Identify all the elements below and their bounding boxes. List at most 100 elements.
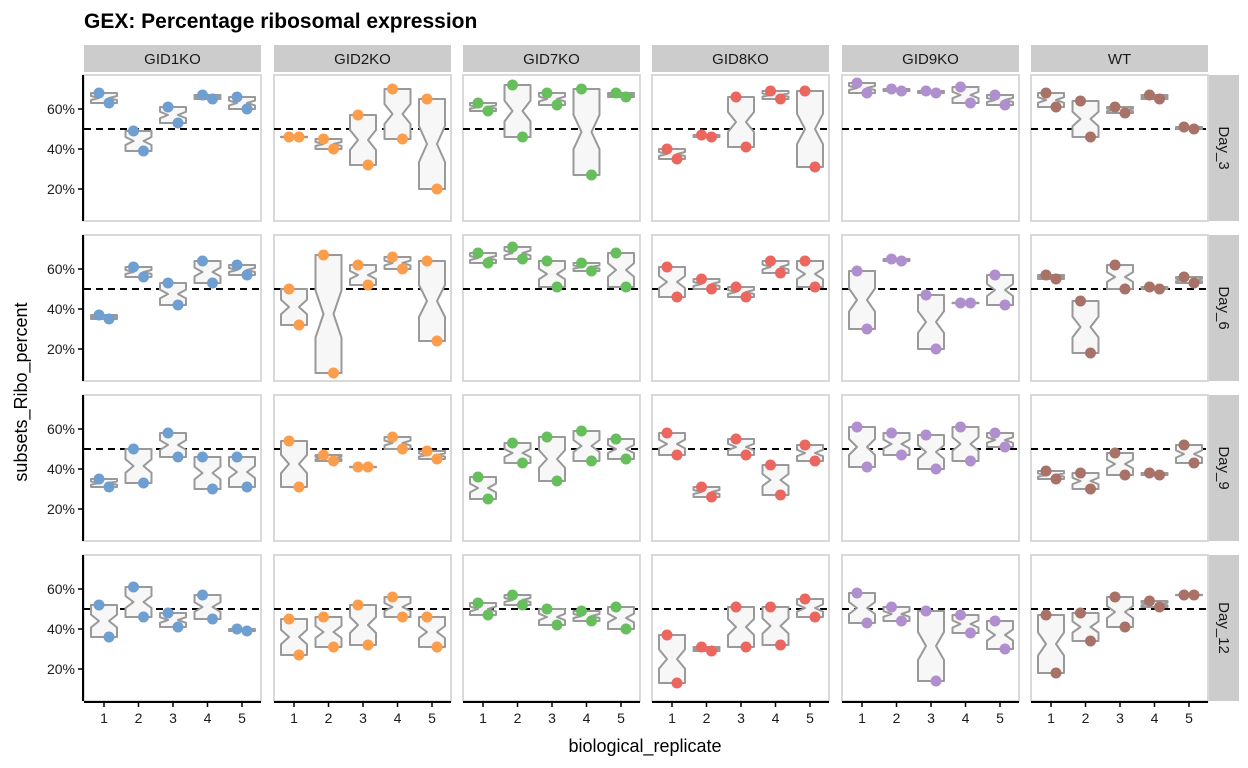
data-point: [162, 427, 174, 439]
data-point: [740, 449, 752, 461]
data-point: [1109, 101, 1121, 113]
data-point: [809, 281, 821, 293]
data-point: [283, 613, 295, 625]
data-point: [1075, 295, 1086, 307]
data-point: [1040, 609, 1052, 621]
data-point: [397, 133, 408, 145]
row-strip-label-day-3: Day_3: [1215, 126, 1232, 169]
panel-gid8ko-day-12: 1 2 3 4 5: [651, 554, 830, 726]
x-tick-label: 2: [514, 710, 522, 726]
data-point: [1144, 467, 1155, 479]
violin-replicate-4: [193, 594, 222, 620]
data-point: [231, 451, 243, 463]
row-strip-day-6: [1209, 235, 1239, 381]
data-point: [551, 619, 563, 631]
data-point: [620, 91, 632, 103]
data-point: [730, 281, 742, 293]
data-point: [1085, 635, 1096, 647]
data-point: [999, 441, 1011, 453]
violin-replicate-1: [848, 270, 876, 330]
data-point: [730, 91, 742, 103]
data-point: [999, 643, 1011, 655]
violin-replicate-3: [727, 606, 755, 648]
data-point: [103, 631, 115, 643]
violin-replicate-2: [1071, 100, 1100, 138]
violin-replicate-2: [124, 448, 153, 484]
data-point: [283, 435, 295, 447]
data-point: [799, 255, 811, 267]
data-point: [706, 645, 717, 657]
facet-strip-gid1ko: [84, 45, 261, 72]
data-point: [1119, 621, 1131, 633]
data-point: [1178, 439, 1190, 451]
data-point: [706, 283, 717, 295]
data-point: [283, 283, 295, 295]
violin-replicate-4: [572, 88, 601, 176]
data-point: [517, 131, 528, 143]
data-point: [397, 263, 408, 275]
violin-replicate-1: [848, 426, 876, 468]
violin-replicate-1: [658, 432, 686, 456]
facet-strip-gid2ko: [274, 45, 451, 72]
violin-replicate-5: [607, 606, 635, 630]
data-point: [620, 281, 632, 293]
data-point: [799, 593, 811, 605]
violin-replicate-1: [280, 440, 308, 488]
row-strip-day-9: [1209, 395, 1239, 541]
violin-replicate-2: [503, 84, 532, 138]
data-point: [775, 489, 786, 501]
chart-title: GEX: Percentage ribosomal expression: [84, 10, 477, 33]
data-point: [421, 611, 433, 623]
data-point: [886, 427, 897, 439]
panel-gid9ko-day-9: [841, 394, 1020, 542]
data-point: [965, 97, 976, 109]
x-tick-label: 5: [996, 710, 1004, 726]
x-tick-label: 3: [169, 710, 177, 726]
data-point: [1178, 589, 1190, 601]
data-point: [387, 591, 398, 603]
data-point: [1119, 107, 1131, 119]
violin-replicate-1: [90, 604, 118, 638]
panel-frame: [1030, 234, 1209, 382]
panel-gid9ko-day-6: [841, 234, 1020, 382]
data-point: [517, 599, 528, 611]
data-point: [671, 677, 683, 689]
y-tick-label: 40%: [47, 621, 75, 637]
data-point: [955, 81, 966, 93]
data-point: [1050, 667, 1062, 679]
data-point: [93, 309, 105, 321]
data-point: [740, 641, 752, 653]
data-point: [241, 103, 253, 115]
y-tick-label: 20%: [47, 181, 75, 197]
data-point: [472, 247, 484, 259]
data-point: [610, 87, 622, 99]
panel-gid2ko-day-3: [273, 74, 452, 222]
facet-strip-gid8ko: [652, 45, 829, 72]
facet-strip-label-gid9ko: GID9KO: [902, 51, 959, 68]
data-point: [706, 491, 717, 503]
data-point: [231, 91, 243, 103]
x-tick-label: 1: [1047, 710, 1055, 726]
y-tick-label: 20%: [47, 661, 75, 677]
data-point: [328, 143, 339, 155]
data-point: [362, 279, 374, 291]
violin-replicate-3: [1106, 452, 1134, 476]
data-point: [775, 267, 786, 279]
data-point: [661, 629, 673, 641]
data-point: [1154, 601, 1165, 613]
facet-strip-label-wt: WT: [1108, 51, 1131, 68]
violin-replicate-1: [658, 634, 686, 684]
data-point: [103, 97, 115, 109]
panel-gid7ko-day-9: [462, 394, 641, 542]
data-point: [1109, 447, 1121, 459]
data-point: [431, 641, 443, 653]
data-point: [551, 281, 563, 293]
data-point: [930, 343, 942, 355]
data-point: [507, 437, 518, 449]
data-point: [851, 77, 863, 89]
x-tick-label: 1: [858, 710, 866, 726]
panel-gid1ko-day-3: 20% 40% 60%: [47, 74, 262, 222]
data-point: [586, 265, 597, 277]
violin-replicate-3: [159, 282, 187, 306]
data-point: [999, 299, 1011, 311]
